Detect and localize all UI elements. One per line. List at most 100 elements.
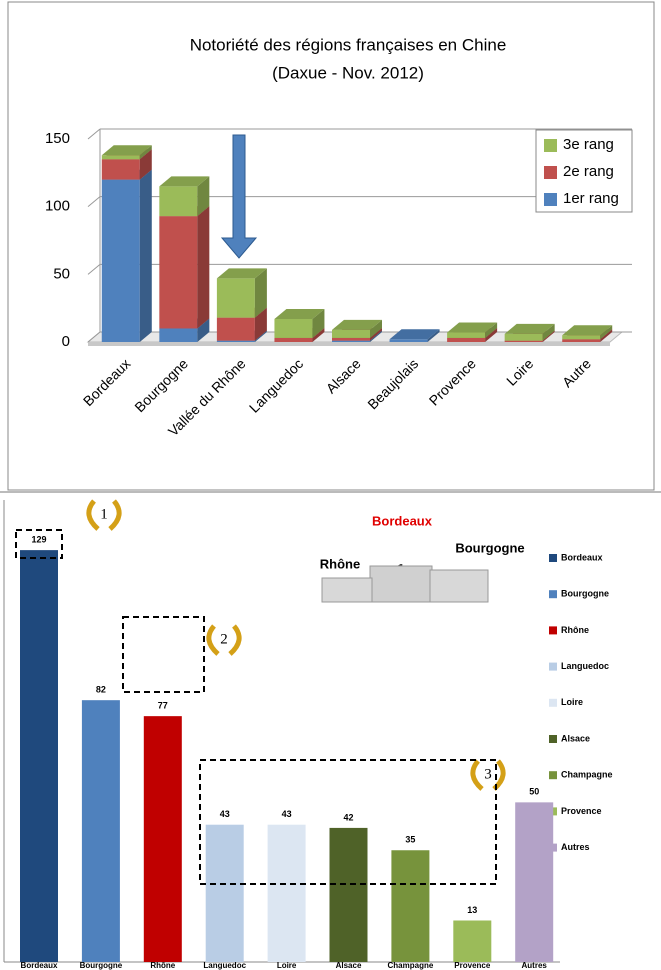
value-label: 43 xyxy=(220,809,230,819)
value-label: 77 xyxy=(158,701,168,711)
value-label: 82 xyxy=(96,685,106,695)
bar-top xyxy=(504,323,555,334)
bar-side xyxy=(542,330,555,342)
bar xyxy=(515,802,554,962)
legend-label: Bordeaux xyxy=(561,552,603,562)
bar-segment xyxy=(101,155,140,160)
value-label: 129 xyxy=(31,534,46,544)
bar-segment xyxy=(274,337,313,342)
x-tick-label: Bordeaux xyxy=(21,961,58,970)
bar-top xyxy=(159,176,210,187)
chart-title: Notoriété des régions françaises en Chin… xyxy=(190,35,507,54)
bar-side xyxy=(542,323,555,341)
highlight-box xyxy=(122,616,205,693)
bar-side xyxy=(312,327,325,342)
grid-line xyxy=(87,128,101,140)
legend-swatch xyxy=(549,554,557,562)
bar-side xyxy=(485,322,498,338)
rank-badge: 1 xyxy=(100,506,108,522)
bar-top xyxy=(274,308,325,319)
bar-top xyxy=(101,145,152,156)
value-label: 13 xyxy=(467,905,477,915)
legend-label: Provence xyxy=(561,806,602,816)
bar xyxy=(81,700,120,962)
bar-side xyxy=(370,327,382,341)
bar xyxy=(205,824,244,962)
bar xyxy=(329,827,368,962)
bar-segment xyxy=(562,339,601,342)
legend-label: Loire xyxy=(561,697,583,707)
bar xyxy=(453,920,492,962)
x-tick-label: Autres xyxy=(522,961,548,970)
chart-subtitle: (Daxue - Nov. 2012) xyxy=(272,63,424,82)
legend-swatch xyxy=(549,590,557,599)
legend-label: Champagne xyxy=(561,770,613,780)
bar-side xyxy=(197,206,210,329)
chart-2: 129 Bordeaux Bordeaux 82 Bourgogne Bourgogne 7… xyxy=(3,499,613,970)
bar-side xyxy=(197,176,210,217)
podium xyxy=(321,565,489,603)
value-label: 43 xyxy=(282,809,292,819)
rank-badge: 3 xyxy=(484,766,492,782)
bar-segment xyxy=(101,179,140,342)
y-tick-label: 150 xyxy=(45,130,70,147)
legend-label: Rhône xyxy=(561,625,589,635)
bar-segment xyxy=(159,328,198,342)
legend-swatch xyxy=(549,771,557,780)
x-tick-label: Rhône xyxy=(150,961,175,970)
podium-first: Bordeaux xyxy=(372,513,433,528)
legend-label: Languedoc xyxy=(561,661,609,671)
bar-segment xyxy=(159,216,198,329)
legend-swatch xyxy=(544,139,557,152)
y-tick-label: 0 xyxy=(62,333,70,350)
bar-side xyxy=(254,268,267,318)
bar-side xyxy=(485,327,498,342)
bar-side xyxy=(312,308,325,338)
bar-segment xyxy=(332,329,370,338)
legend-label: 1er rang xyxy=(563,190,619,207)
legend-swatch xyxy=(544,166,557,179)
laurel xyxy=(206,624,242,656)
x-tick-label: Languedoc xyxy=(203,961,246,970)
bar-segment xyxy=(332,337,370,341)
grid-line xyxy=(87,263,101,275)
bar-side xyxy=(197,318,210,342)
bar-segment xyxy=(447,337,486,342)
bar-segment xyxy=(216,340,255,342)
bar-segment xyxy=(389,339,428,342)
arrow xyxy=(220,134,258,259)
bar-side xyxy=(139,145,152,160)
value-label: 50 xyxy=(529,787,539,797)
bar-segment xyxy=(216,317,255,341)
legend-swatch xyxy=(549,662,557,671)
bar-top xyxy=(332,319,382,330)
bar-segment xyxy=(447,332,486,338)
bar-segment xyxy=(504,340,543,342)
bar xyxy=(267,824,306,962)
bar-top xyxy=(447,322,498,333)
legend-label: Autres xyxy=(561,842,590,852)
legend-swatch xyxy=(549,843,557,852)
podium-third: Rhône xyxy=(320,556,360,571)
bar-side xyxy=(254,307,267,341)
laurel xyxy=(86,499,122,531)
x-tick-label: Provence xyxy=(454,961,491,970)
bar-top xyxy=(389,329,440,340)
legend-swatch xyxy=(549,735,557,743)
x-tick-label: Loire xyxy=(277,961,297,970)
rank-badge: 2 xyxy=(220,631,228,647)
bar-side xyxy=(139,149,152,180)
legend-swatch xyxy=(544,193,557,206)
bar xyxy=(20,550,58,962)
grid-line xyxy=(87,196,101,208)
podium-second: Bourgogne xyxy=(455,540,524,555)
grid-line xyxy=(87,331,101,343)
legend-label: 3e rang xyxy=(563,136,614,153)
legend-label: Alsace xyxy=(561,733,590,743)
bar-side xyxy=(254,330,267,342)
bar-side xyxy=(370,319,382,338)
bar-side xyxy=(427,329,440,342)
value-label: 35 xyxy=(405,835,415,845)
bar xyxy=(143,716,182,962)
